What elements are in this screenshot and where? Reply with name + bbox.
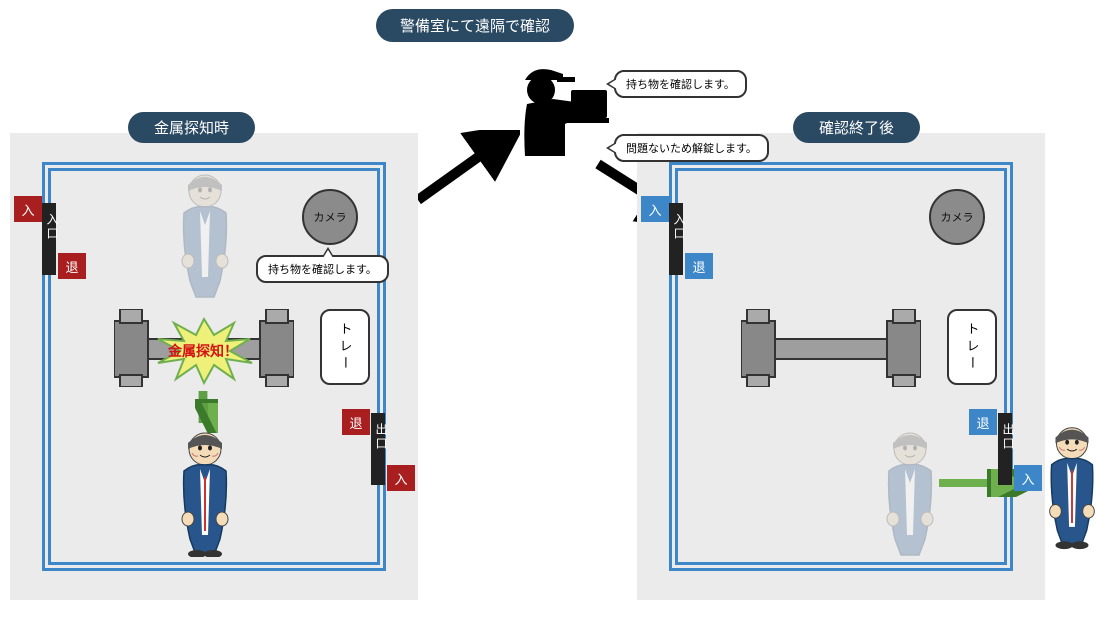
person-faded-right — [875, 431, 945, 557]
tag-out-left-exit: 退 — [342, 409, 370, 435]
tag-in-right-enter: 入 — [641, 196, 669, 222]
panel-right: 入口 入 退 出口 退 入 カメラ トレー — [637, 133, 1045, 600]
door-in-left-label: 入口 — [44, 213, 61, 241]
tag-in-left-exit: 退 — [58, 253, 86, 279]
tag-out-right-enter: 入 — [1014, 465, 1042, 491]
tray-right: トレー — [947, 309, 997, 385]
camera-right-label: カメラ — [941, 209, 974, 225]
camera-left: カメラ — [302, 189, 358, 245]
tag-in-left-enter: 入 — [14, 196, 42, 222]
person-solid-right — [1038, 424, 1106, 550]
person-solid-left — [170, 431, 240, 557]
camera-speech-left: 持ち物を確認します。 — [256, 255, 389, 283]
tag-out-right-exit: 退 — [969, 409, 997, 435]
right-subtitle: 確認終了後 — [793, 112, 920, 143]
tray-left-label: トレー — [336, 322, 355, 373]
burst-text: 金属探知！ — [168, 341, 238, 361]
walk-arrow-left — [188, 389, 218, 433]
camera-left-label: カメラ — [314, 209, 347, 225]
tray-right-label: トレー — [963, 322, 982, 373]
detector-right — [741, 309, 921, 387]
tray-left: トレー — [320, 309, 370, 385]
guard-icon — [505, 64, 610, 159]
door-out-right-label: 出口 — [1000, 423, 1017, 451]
header-title: 警備室にて遠隔で確認 — [376, 9, 574, 42]
door-in-right-label: 入口 — [671, 213, 688, 241]
tag-out-left-enter: 入 — [387, 465, 415, 491]
tag-in-right-exit: 退 — [685, 253, 713, 279]
guard-speech-top: 持ち物を確認します。 — [614, 70, 747, 98]
person-faded-left — [170, 173, 240, 299]
panel-left: 入口 入 退 出口 退 入 カメラ 持ち物を確認します。 トレー 金属探知！ — [10, 133, 418, 600]
guard-speech-bottom: 問題ないため解錠します。 — [614, 134, 769, 162]
flow-arrow-left — [410, 130, 520, 210]
door-out-left-label: 出口 — [373, 423, 390, 451]
camera-right: カメラ — [929, 189, 985, 245]
left-subtitle: 金属探知時 — [128, 112, 255, 143]
